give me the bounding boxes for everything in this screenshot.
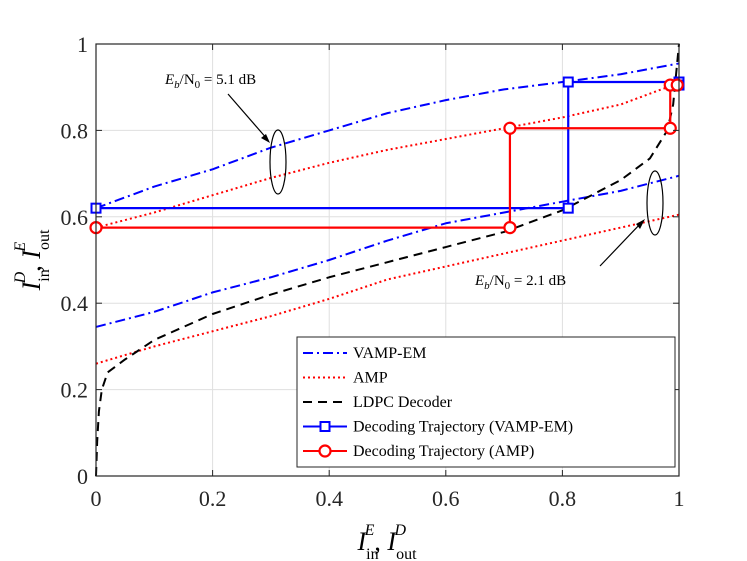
legend-label-0: VAMP-EM — [353, 345, 427, 362]
annotation-snr-high: Eb/N0 = 5.1 dB — [164, 72, 256, 91]
series-5-point-1 — [562, 202, 574, 214]
arrow-snr-high — [227, 93, 269, 141]
series-6-point-1 — [503, 221, 517, 235]
annotations — [227, 93, 664, 267]
series-6-point-5 — [670, 78, 684, 92]
series-6-point-3 — [663, 121, 677, 135]
legend-box — [296, 336, 676, 468]
legend-label-3: Decoding Trajectory (VAMP-EM) — [353, 419, 573, 436]
x-tick-label-4: 0.8 — [549, 486, 577, 511]
x-axis-label: IinE, IoutD — [356, 522, 417, 561]
y-axis-label: IinD, IoutE — [12, 229, 53, 291]
legend-label-1: AMP — [353, 370, 388, 387]
y-tick-label-2: 0.4 — [61, 291, 89, 316]
series-6-point-2 — [503, 121, 517, 135]
y-tick-label-3: 0.6 — [61, 205, 89, 230]
series-1 — [95, 174, 680, 328]
y-tick-label-1: 0.2 — [61, 378, 89, 403]
x-tick-label-2: 0.4 — [315, 486, 343, 511]
ticks: 0 0.2 0.4 0.6 0.8 1 0 0.2 0.4 0.6 0.8 1 — [61, 32, 685, 511]
series-4 — [95, 43, 680, 477]
arrow-snr-low — [599, 221, 643, 267]
ellipse-snr-low — [646, 170, 664, 236]
legend-label-2: LDPC Decoder — [353, 394, 453, 411]
series-line-2 — [95, 81, 680, 229]
series-line-0 — [95, 62, 680, 210]
y-tick-label-5: 1 — [77, 32, 88, 57]
legend-marker-3 — [319, 421, 331, 432]
legend-marker-4 — [318, 444, 332, 458]
annotation-snr-low: Eb/N0 = 2.1 dB — [474, 273, 566, 292]
ellipse-snr-high — [269, 129, 287, 195]
plot-frame — [95, 43, 680, 477]
x-tick-label-3: 0.6 — [432, 486, 460, 511]
arrowhead-snr-high — [261, 134, 270, 143]
x-tick-label-5: 1 — [674, 486, 685, 511]
series-line-4 — [95, 43, 680, 477]
series-line-1 — [95, 174, 680, 328]
x-tick-label-1: 0.2 — [199, 486, 227, 511]
series-2 — [95, 81, 680, 229]
series-5-point-2 — [562, 76, 574, 88]
y-tick-label-0: 0 — [77, 464, 88, 489]
legend-label-4: Decoding Trajectory (AMP) — [353, 443, 534, 460]
series-layer — [89, 43, 685, 477]
y-tick-label-4: 0.8 — [61, 118, 89, 143]
series-6 — [89, 78, 684, 235]
legend: VAMP-EM AMP LDPC Decoder Decoding Trajector… — [296, 336, 676, 468]
series-0 — [95, 62, 680, 210]
series-line-3 — [95, 213, 680, 365]
series-3 — [95, 213, 680, 365]
arrowhead-snr-low — [636, 219, 645, 229]
x-tick-label-0: 0 — [91, 486, 102, 511]
